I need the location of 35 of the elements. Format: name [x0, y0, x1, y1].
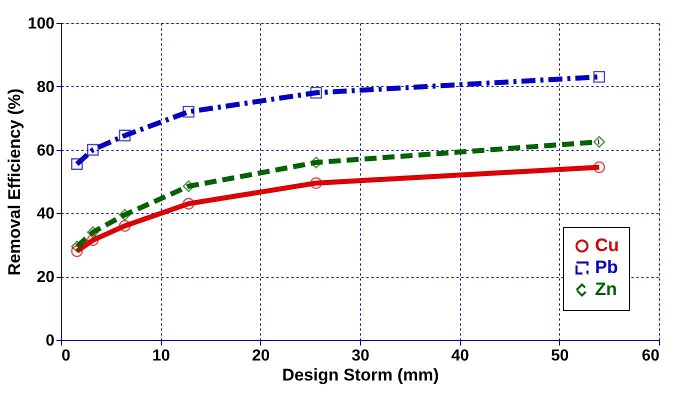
- y-tick-label: 20: [36, 269, 55, 286]
- point: [593, 161, 606, 174]
- point: [71, 158, 83, 170]
- x-tick-label: 30: [352, 348, 370, 364]
- x-tick-label: 20: [252, 348, 270, 364]
- point: [71, 245, 83, 258]
- point: [182, 198, 194, 210]
- legend-label: Zn: [595, 279, 617, 299]
- y-tick-label: 0: [46, 332, 55, 350]
- y-tick-label: 80: [36, 78, 55, 96]
- point: [87, 226, 99, 238]
- y-tick-label: 40: [36, 206, 55, 223]
- point: [593, 70, 606, 83]
- point: [87, 234, 99, 246]
- y-axis-title: Removal Efficiency (%): [4, 88, 24, 276]
- point: [182, 106, 194, 118]
- point: [310, 177, 322, 189]
- point: [310, 86, 322, 99]
- x-tick-label: 60: [642, 348, 660, 364]
- x-tick-label: 0: [62, 348, 70, 364]
- point: [118, 130, 131, 142]
- y-tick-label: 60: [36, 142, 55, 160]
- point: [87, 144, 99, 156]
- legend-label: Cu: [595, 235, 619, 255]
- point: [118, 208, 131, 221]
- point: [182, 180, 194, 192]
- point: [71, 240, 83, 252]
- x-tick-label: 40: [451, 348, 470, 364]
- point: [118, 220, 131, 232]
- x-axis-title: Design Storm (mm): [282, 366, 439, 384]
- point: [593, 136, 606, 148]
- x-tick-label: 10: [152, 348, 170, 364]
- legend-label: Pb: [595, 257, 618, 277]
- y-tick-label: 100: [28, 16, 55, 32]
- x-tick-label: 50: [550, 348, 569, 364]
